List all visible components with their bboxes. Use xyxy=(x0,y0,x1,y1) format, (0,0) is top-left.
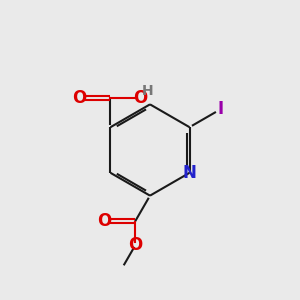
Text: O: O xyxy=(72,89,87,107)
Text: N: N xyxy=(183,164,196,182)
Text: H: H xyxy=(142,84,154,98)
Text: O: O xyxy=(128,236,142,254)
Text: O: O xyxy=(97,212,112,230)
Text: O: O xyxy=(133,89,147,107)
Text: I: I xyxy=(218,100,224,118)
